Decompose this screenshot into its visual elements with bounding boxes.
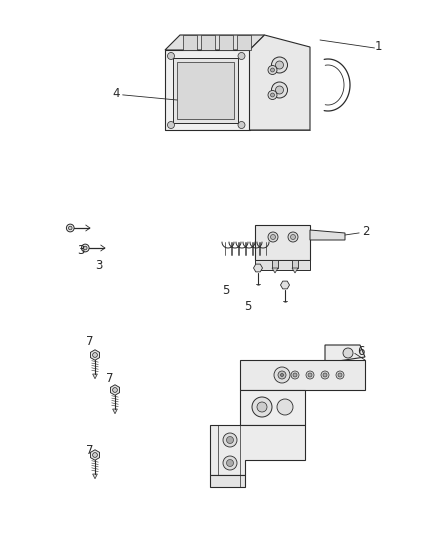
Circle shape	[323, 373, 327, 377]
Polygon shape	[110, 385, 120, 395]
Polygon shape	[210, 475, 245, 487]
Circle shape	[84, 246, 87, 250]
Bar	[183, 35, 197, 50]
Circle shape	[290, 235, 296, 239]
Circle shape	[271, 235, 276, 239]
Polygon shape	[255, 260, 310, 270]
Polygon shape	[254, 264, 262, 272]
Polygon shape	[310, 230, 345, 240]
Circle shape	[338, 373, 342, 377]
Polygon shape	[325, 345, 365, 363]
Bar	[173, 58, 237, 123]
Circle shape	[291, 371, 299, 379]
Text: 7: 7	[86, 444, 94, 457]
Circle shape	[306, 371, 314, 379]
Circle shape	[268, 232, 278, 242]
Bar	[255, 225, 310, 260]
Circle shape	[268, 91, 277, 100]
Polygon shape	[165, 50, 250, 130]
Polygon shape	[240, 360, 365, 390]
Polygon shape	[92, 374, 97, 379]
Circle shape	[277, 399, 293, 415]
Circle shape	[280, 374, 283, 376]
Circle shape	[167, 122, 174, 128]
Circle shape	[321, 371, 329, 379]
Circle shape	[271, 93, 275, 97]
Circle shape	[276, 86, 283, 94]
Text: 2: 2	[362, 225, 370, 238]
Circle shape	[92, 453, 97, 457]
Circle shape	[223, 456, 237, 470]
Bar	[237, 35, 251, 50]
Polygon shape	[210, 425, 305, 475]
Polygon shape	[92, 474, 97, 479]
Bar	[272, 260, 278, 268]
Polygon shape	[240, 390, 305, 425]
Circle shape	[336, 371, 344, 379]
Circle shape	[113, 387, 117, 392]
Text: 5: 5	[222, 284, 229, 297]
Circle shape	[274, 367, 290, 383]
Text: 5: 5	[244, 300, 251, 313]
Circle shape	[272, 82, 287, 98]
Text: 7: 7	[86, 335, 94, 348]
Text: 7: 7	[106, 372, 113, 385]
Circle shape	[223, 433, 237, 447]
Text: 1: 1	[375, 41, 383, 53]
Circle shape	[67, 224, 74, 232]
Circle shape	[167, 52, 174, 60]
Circle shape	[278, 371, 286, 379]
Text: 3: 3	[78, 244, 85, 257]
Polygon shape	[292, 268, 298, 273]
Circle shape	[268, 66, 277, 75]
Polygon shape	[272, 268, 278, 273]
Circle shape	[238, 122, 245, 128]
Circle shape	[276, 61, 283, 69]
Polygon shape	[91, 450, 99, 460]
Circle shape	[68, 226, 72, 230]
Circle shape	[252, 397, 272, 417]
Circle shape	[226, 459, 233, 466]
Polygon shape	[280, 281, 290, 289]
Circle shape	[272, 57, 287, 73]
Bar	[201, 35, 215, 50]
Circle shape	[271, 68, 275, 72]
Text: 6: 6	[357, 345, 365, 358]
Text: 4: 4	[112, 87, 120, 100]
Circle shape	[288, 232, 298, 242]
Bar	[292, 260, 298, 268]
Text: 3: 3	[95, 259, 102, 272]
Polygon shape	[113, 409, 117, 414]
Circle shape	[226, 437, 233, 443]
Circle shape	[257, 402, 267, 412]
Circle shape	[92, 353, 97, 357]
Polygon shape	[165, 35, 265, 50]
Circle shape	[343, 348, 353, 358]
Bar	[177, 62, 233, 119]
Circle shape	[308, 373, 312, 377]
Circle shape	[238, 52, 245, 60]
Polygon shape	[91, 350, 99, 360]
Bar	[219, 35, 233, 50]
Polygon shape	[250, 35, 310, 130]
Circle shape	[293, 373, 297, 377]
Circle shape	[81, 244, 89, 252]
